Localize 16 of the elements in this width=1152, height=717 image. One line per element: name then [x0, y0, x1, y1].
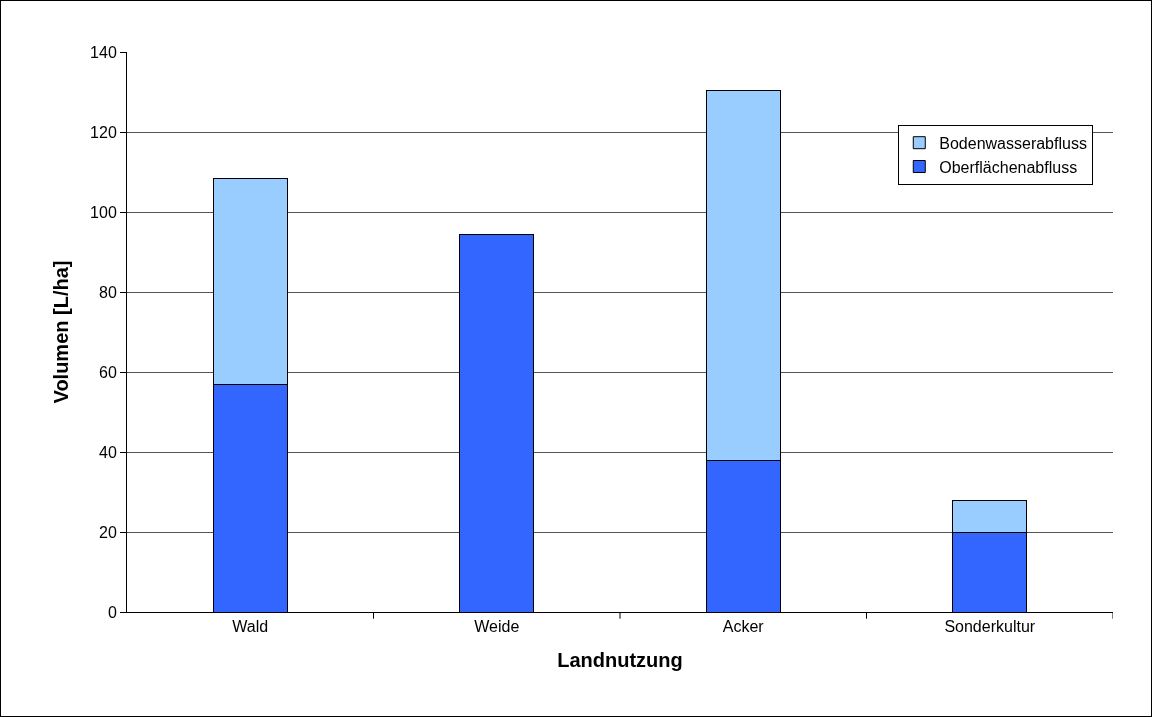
y-tick-label: 60	[99, 363, 117, 381]
y-tick-label: 100	[90, 203, 117, 221]
x-tick-label: Sonderkultur	[944, 618, 1036, 636]
legend-label: Bodenwasserabfluss	[939, 134, 1087, 152]
y-tick-label: 20	[99, 523, 117, 541]
y-tick-label: 0	[107, 603, 117, 621]
y-axis-title: Volumen [L/ha]	[49, 260, 72, 404]
x-tick-label: Wald	[232, 618, 269, 636]
legend-label: Oberflächenabfluss	[939, 158, 1078, 176]
y-tick-label: 80	[99, 283, 117, 301]
y-tick-label: 140	[90, 43, 117, 61]
y-tick-label: 120	[90, 123, 117, 141]
y-tick-label: 40	[99, 443, 117, 461]
x-axis-title: Landnutzung	[557, 648, 683, 671]
x-tick-label: Acker	[722, 618, 765, 636]
x-tick-label: Weide	[474, 618, 520, 636]
